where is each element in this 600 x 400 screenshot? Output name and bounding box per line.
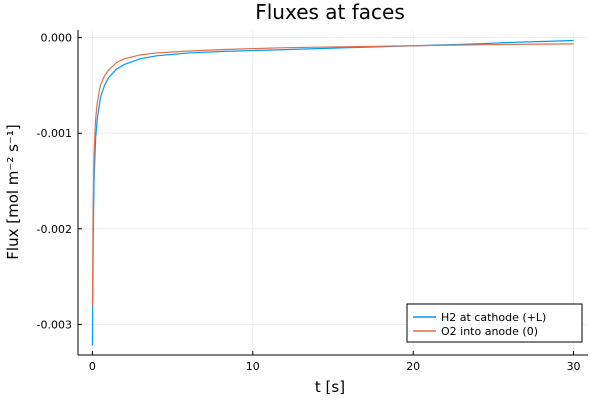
- legend-box: [406, 303, 583, 343]
- series-line: [91, 39, 574, 346]
- legend-label: H2 at cathode (+L): [441, 311, 546, 324]
- y-tick-label: -0.003: [37, 318, 72, 331]
- y-tick-label: 0.000: [41, 32, 73, 45]
- x-tick-label: 10: [246, 360, 260, 373]
- series-line: [91, 43, 574, 306]
- x-tick-label: 30: [567, 360, 581, 373]
- y-tick-label: -0.002: [37, 223, 72, 236]
- y-axis-title: Flux [mol m⁻² s⁻¹]: [4, 124, 22, 259]
- grid: [78, 30, 588, 355]
- x-tick-label: 0: [89, 360, 96, 373]
- x-tick-label: 20: [406, 360, 420, 373]
- y-tick-label: -0.001: [37, 127, 72, 140]
- legend-label: O2 into anode (0): [441, 325, 538, 338]
- x-axis-title: t [s]: [315, 378, 345, 396]
- axes: [77, 30, 588, 356]
- chart-title: Fluxes at faces: [255, 0, 405, 24]
- legend: H2 at cathode (+L)O2 into anode (0): [406, 303, 583, 343]
- ticks: 0 10 20 30 0.000 -0.001 -0.002 -0.003: [37, 32, 581, 373]
- series-lines: [91, 39, 574, 346]
